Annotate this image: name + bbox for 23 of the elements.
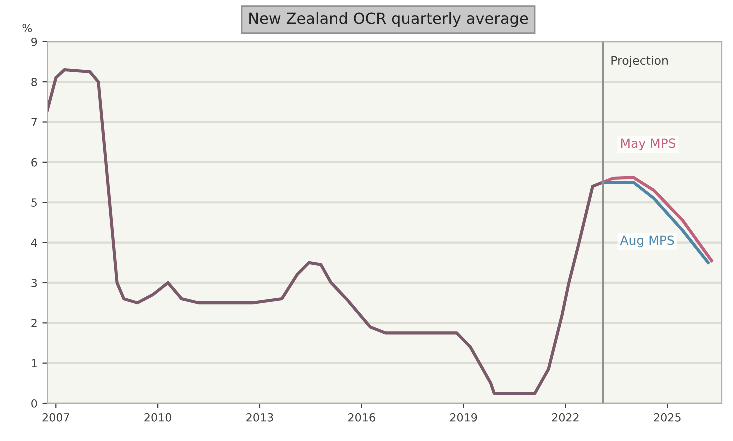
ref-line-label: Projection <box>612 56 668 68</box>
x-tick-label: 2007 <box>42 413 70 422</box>
x-tick-label: 2010 <box>144 413 172 422</box>
y-tick-label: 6 <box>32 158 38 167</box>
line-series <box>48 68 605 395</box>
y-tick-label: 9 <box>32 38 38 46</box>
y-tick-label: 0 <box>32 399 38 408</box>
y-tick-label: 7 <box>32 118 37 126</box>
x-tick-label: 2016 <box>348 413 376 422</box>
x-tick-label: 2013 <box>246 413 274 422</box>
y-axis-title: % <box>22 24 32 33</box>
y-tick-label: 8 <box>32 78 38 86</box>
x-tick-label: 2019 <box>450 413 478 422</box>
y-tick-label: 2 <box>32 319 37 328</box>
y-tick-label: 3 <box>32 278 38 288</box>
chart-title: New Zealand OCR quarterly average <box>250 12 528 28</box>
text: May MPS <box>621 138 676 151</box>
y-tick-label: 5 <box>32 198 37 207</box>
y-tick-label: 1 <box>32 359 37 368</box>
x-tick-label: 2025 <box>654 413 681 422</box>
series-label: Aug MPS <box>620 236 674 248</box>
y-tick-label: 4 <box>31 238 38 248</box>
x-tick-label: 2022 <box>552 413 579 422</box>
